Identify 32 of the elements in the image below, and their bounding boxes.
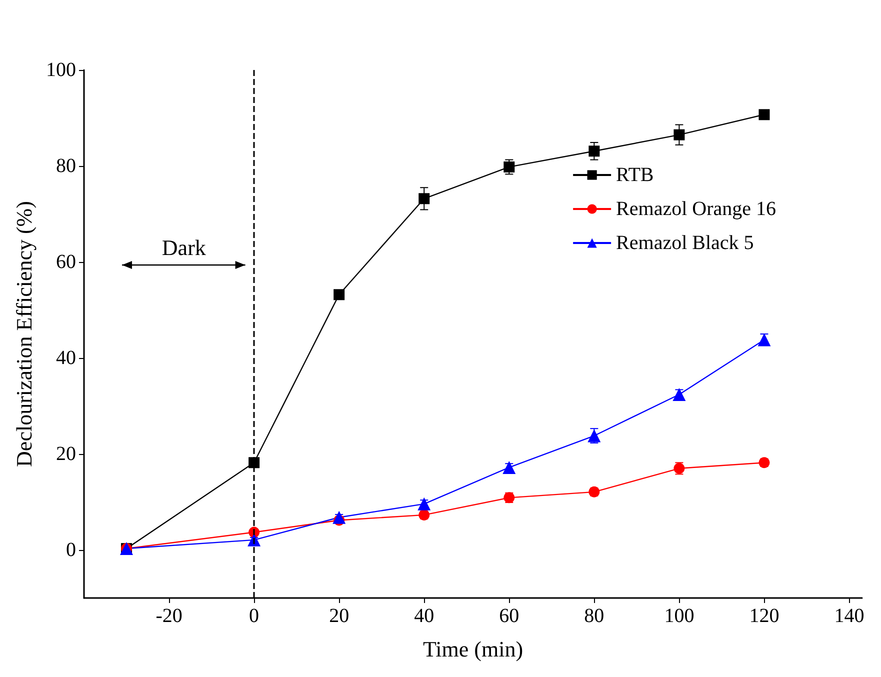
point [758, 109, 770, 120]
x-tick-label: 80 [584, 605, 604, 627]
point [418, 193, 430, 204]
x-tick-label: 140 [834, 605, 864, 627]
legend-label: RTB [616, 164, 654, 186]
y-tick-label: 0 [66, 539, 76, 561]
x-tick-label: -20 [156, 605, 182, 627]
legend-label: Remazol Orange 16 [616, 198, 776, 220]
annotation: Dark [162, 234, 206, 260]
point [672, 388, 686, 401]
y-tick-label: 100 [46, 59, 76, 81]
point [332, 510, 346, 524]
point [334, 289, 345, 300]
point [418, 497, 431, 510]
y-axis-title: Declourization Efficiency (%) [12, 201, 37, 467]
point [248, 457, 260, 468]
y-tick-label: 20 [56, 443, 76, 465]
y-tick-label: 80 [56, 155, 76, 177]
x-axis-title: Time (min) [422, 636, 524, 662]
point [588, 146, 600, 157]
x-tick-label: 40 [414, 605, 434, 627]
y-tick-label: 60 [56, 251, 76, 273]
y-tick-label: 40 [56, 347, 76, 369]
x-tick-label: 0 [249, 605, 260, 627]
x-tick-label: 60 [499, 605, 520, 627]
legend-label: Remazol Black 5 [616, 232, 754, 254]
x-tick-label: 20 [329, 605, 350, 627]
point [674, 129, 685, 140]
point [504, 161, 515, 172]
x-tick-label: 120 [749, 605, 780, 627]
point [502, 460, 516, 474]
x-tick-label: 100 [664, 605, 694, 627]
